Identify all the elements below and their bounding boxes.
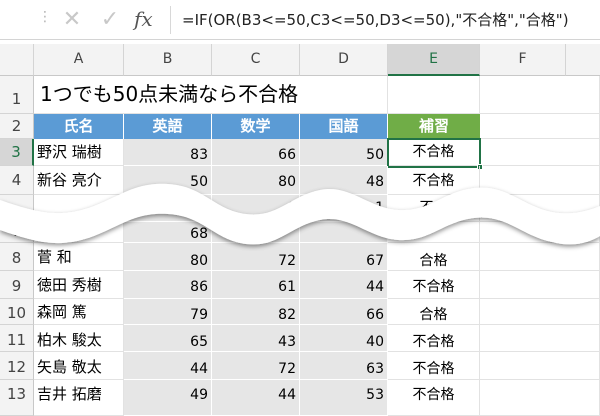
name-cell[interactable]: 森岡 篤 <box>34 299 124 325</box>
math-score-cell[interactable]: 72 <box>212 243 300 271</box>
fill-handle[interactable] <box>477 164 483 170</box>
result-cell[interactable]: 不合格 <box>388 352 480 380</box>
japanese-score-cell[interactable]: 66 <box>300 299 388 325</box>
row-header-3[interactable]: 3 <box>0 139 34 166</box>
math-score-cell[interactable]: 72 <box>212 352 300 380</box>
japanese-score-cell[interactable]: 48 <box>300 166 388 195</box>
result-cell[interactable]: 不合格 <box>388 271 480 299</box>
math-score-cell[interactable]: 61 <box>212 271 300 299</box>
japanese-score-cell[interactable]: 53 <box>300 380 388 416</box>
result-cell[interactable]: 不合格 <box>388 166 480 195</box>
result-cell[interactable]: 合格 <box>388 299 480 325</box>
column-header-a[interactable]: A <box>34 44 124 76</box>
row-header-10[interactable]: 10 <box>0 299 34 325</box>
cell-e1[interactable] <box>388 76 480 114</box>
column-header-f[interactable]: F <box>480 44 566 76</box>
header-english[interactable]: 英語 <box>124 114 212 139</box>
name-cell[interactable]: 矢島 敬太 <box>34 352 124 380</box>
japanese-score-cell[interactable]: 63 <box>300 352 388 380</box>
column-header-e[interactable]: E <box>388 44 480 76</box>
enter-icon[interactable]: ✓ <box>100 7 120 32</box>
column-header-c[interactable]: C <box>212 44 300 76</box>
header-name[interactable]: 氏名 <box>34 114 124 139</box>
header-japanese[interactable]: 国語 <box>300 114 388 139</box>
math-score-cell[interactable]: 44 <box>212 380 300 416</box>
name-cell[interactable]: 徳田 秀樹 <box>34 271 124 299</box>
name-cell[interactable]: 新谷 亮介 <box>34 166 124 195</box>
name-cell[interactable]: 柏木 駿太 <box>34 325 124 352</box>
english-score-cell[interactable]: 80 <box>124 243 212 271</box>
column-header-d[interactable]: D <box>300 44 388 76</box>
english-score-cell[interactable]: 49 <box>124 380 212 416</box>
title-cell[interactable]: 1つでも50点未満なら不合格 <box>34 76 388 114</box>
english-score-cell[interactable]: 44 <box>124 352 212 380</box>
row-header-11[interactable]: 11 <box>0 325 34 352</box>
name-cell[interactable]: 野沢 瑞樹 <box>34 139 124 166</box>
english-score-cell[interactable]: 83 <box>124 139 212 166</box>
math-score-cell[interactable]: 43 <box>212 325 300 352</box>
row-header-13[interactable]: 13 <box>0 380 34 416</box>
column-header-b[interactable]: B <box>124 44 212 76</box>
select-all-corner[interactable] <box>0 44 34 76</box>
cancel-icon[interactable]: ✕ <box>62 7 82 32</box>
english-score-cell[interactable]: 68 <box>124 222 212 243</box>
formula-input[interactable]: =IF(OR(B3<=50,C3<=50,D3<=50),"不合格","合格") <box>182 11 569 29</box>
name-cell[interactable]: 菅 和 <box>34 243 124 271</box>
header-math[interactable]: 数学 <box>212 114 300 139</box>
row-header-1[interactable]: 1 <box>0 76 34 114</box>
row-header-2[interactable]: 2 <box>0 114 34 139</box>
row-header-9[interactable]: 9 <box>0 271 34 299</box>
math-score-cell[interactable]: 66 <box>212 139 300 166</box>
english-score-cell[interactable]: 79 <box>124 299 212 325</box>
result-cell[interactable]: 不合格 <box>388 325 480 352</box>
name-cell[interactable] <box>34 222 124 243</box>
active-cell-border <box>387 138 481 168</box>
formula-bar: ⋮ ✕ ✓ fx =IF(OR(B3<=50,C3<=50,D3<=50),"不… <box>0 0 600 40</box>
insert-function-icon[interactable]: fx <box>134 7 153 31</box>
result-cell[interactable] <box>388 222 480 243</box>
formula-bar-divider <box>170 6 171 34</box>
torn-wave-shape <box>0 183 600 245</box>
japanese-score-cell[interactable]: 67 <box>300 243 388 271</box>
row-header-12[interactable]: 12 <box>0 352 34 380</box>
math-score-cell[interactable]: 82 <box>212 299 300 325</box>
header-remedial[interactable]: 補習 <box>388 114 480 139</box>
row-header-8[interactable]: 8 <box>0 243 34 271</box>
japanese-score-cell[interactable]: 40 <box>300 325 388 352</box>
row-header-4[interactable]: 4 <box>0 166 34 195</box>
column-header-g[interactable] <box>566 44 600 76</box>
english-score-cell[interactable]: 86 <box>124 271 212 299</box>
english-score-cell[interactable]: 65 <box>124 325 212 352</box>
result-cell[interactable]: 合格 <box>388 243 480 271</box>
japanese-score-cell[interactable]: 44 <box>300 271 388 299</box>
math-score-cell[interactable]: 80 <box>212 166 300 195</box>
japanese-score-cell[interactable]: 50 <box>300 139 388 166</box>
